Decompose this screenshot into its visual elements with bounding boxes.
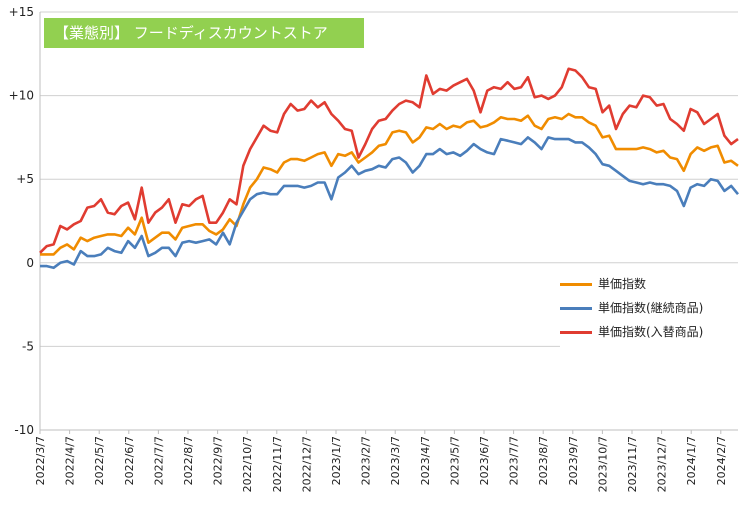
y-tick-label: -10 (14, 423, 34, 437)
y-tick-label: -5 (22, 339, 34, 353)
series-line-2 (39, 67, 739, 254)
axes (39, 12, 738, 434)
legend-label-continuing-products: 単価指数(継続商品) (598, 301, 704, 315)
legend-swatch-replacement-products (560, 331, 592, 334)
y-tick-label: +5 (16, 172, 34, 186)
legend-item-continuing-products: 単価指数(継続商品) (560, 300, 703, 316)
x-tick-label: 2022/8/7 (182, 436, 195, 485)
legend-swatch-unit-price-index (560, 283, 592, 286)
legend-swatch-continuing-products (560, 307, 592, 310)
x-tick-label: 2023/4/7 (419, 436, 432, 485)
x-tick-label: 2023/10/7 (596, 436, 609, 492)
gridlines (40, 11, 738, 431)
x-tick-label: 2023/1/7 (330, 436, 343, 485)
legend: 単価指数 単価指数(継続商品) 単価指数(入替商品) (560, 268, 740, 348)
x-tick-label: 2024/2/7 (715, 436, 728, 485)
series-lines (39, 67, 740, 270)
x-tick-label: 2023/7/7 (508, 436, 521, 485)
x-tick-label: 2023/9/7 (567, 436, 580, 485)
x-tick-label: 2022/4/7 (64, 436, 77, 485)
x-tick-label: 2022/11/7 (271, 436, 284, 492)
series-line-1 (40, 136, 740, 270)
x-tick-label: 2023/11/7 (626, 436, 639, 492)
legend-label-replacement-products: 単価指数(入替商品) (598, 325, 704, 339)
x-tick-label: 2023/8/7 (537, 436, 550, 485)
legend-item-unit-price-index: 単価指数 (560, 276, 646, 292)
series-line-0 (40, 112, 739, 256)
y-tick-label: 0 (26, 256, 34, 270)
x-tick-label: 2023/5/7 (448, 436, 461, 485)
x-tick-label: 2022/7/7 (152, 436, 165, 485)
legend-label-unit-price-index: 単価指数 (598, 277, 647, 291)
x-tick-label: 2022/10/7 (241, 436, 254, 492)
x-tick-label: 2022/12/7 (300, 436, 313, 492)
y-tick-label: +15 (9, 5, 34, 19)
x-tick-label: 2023/12/7 (656, 436, 669, 492)
x-tick-label: 2022/3/7 (34, 436, 47, 485)
chart-title: 【業態別】 フードディスカウントストア (44, 18, 364, 48)
x-tick-label: 2023/6/7 (478, 436, 491, 485)
y-tick-label: +10 (9, 89, 34, 103)
x-tick-label: 2022/9/7 (212, 436, 225, 485)
x-tick-label: 2023/2/7 (360, 436, 373, 485)
x-tick-label: 2022/6/7 (123, 436, 136, 485)
x-tick-label: 2023/3/7 (389, 436, 402, 485)
legend-item-replacement-products: 単価指数(入替商品) (560, 324, 703, 340)
x-tick-label: 2022/5/7 (93, 436, 106, 485)
x-tick-labels: 2022/3/7 2022/4/7 2022/5/7 2022/6/7 2022/7/7… (34, 436, 728, 492)
y-tick-labels: -10 -5 0 +5 +10 +15 (9, 5, 34, 437)
x-tick-label: 2024/1/7 (685, 436, 698, 485)
